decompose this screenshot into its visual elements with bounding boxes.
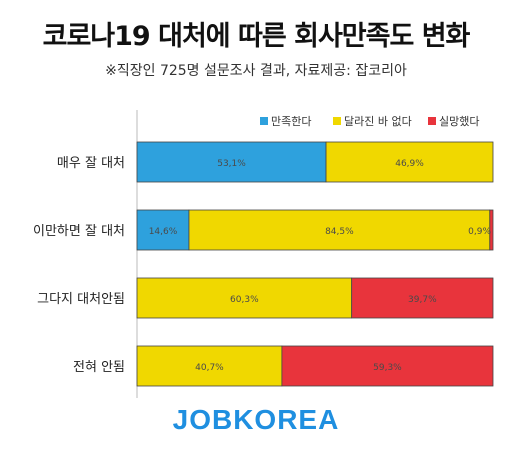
legend-label-1: 만족한다 bbox=[271, 115, 311, 128]
bar-segment bbox=[188, 209, 491, 251]
category-label: 이만하면 잘 대처 bbox=[33, 224, 125, 239]
category-label: 그다지 대처안됨 bbox=[37, 292, 125, 307]
legend-swatch-1 bbox=[260, 117, 268, 125]
bar-segment bbox=[281, 345, 494, 387]
bar-segment bbox=[136, 209, 190, 251]
chart-subtitle: ※직장인 725명 설문조사 결과, 자료제공: 잡코리아 bbox=[105, 63, 407, 79]
legend-label-2: 달라진 바 없다 bbox=[344, 115, 412, 128]
data-label: 59,3% bbox=[373, 363, 402, 373]
data-label: 84,5% bbox=[325, 227, 354, 237]
data-label: 53,1% bbox=[217, 159, 246, 169]
bar-segment bbox=[325, 141, 494, 183]
category-label: 매우 잘 대처 bbox=[57, 156, 125, 171]
chart-title: 코로나19 대처에 따른 회사만족도 변화 bbox=[42, 21, 471, 52]
data-label: 0,9% bbox=[468, 227, 491, 237]
data-label: 46,9% bbox=[395, 159, 424, 169]
bar-segment bbox=[136, 345, 283, 387]
bar-segment bbox=[136, 141, 327, 183]
jobkorea-logo: JOBKOREA bbox=[172, 404, 340, 435]
bar-segment bbox=[351, 277, 494, 319]
data-label: 60,3% bbox=[230, 295, 259, 305]
data-label: 39,7% bbox=[408, 295, 437, 305]
legend-swatch-3 bbox=[428, 117, 436, 125]
legend-swatch-2 bbox=[333, 117, 341, 125]
data-label: 40,7% bbox=[195, 363, 224, 373]
bar-segment bbox=[136, 277, 353, 319]
legend-label-3: 실망했다 bbox=[439, 115, 479, 128]
category-label: 전혀 안됨 bbox=[73, 360, 125, 375]
data-label: 14,6% bbox=[149, 227, 178, 237]
bar-segment bbox=[489, 209, 494, 251]
